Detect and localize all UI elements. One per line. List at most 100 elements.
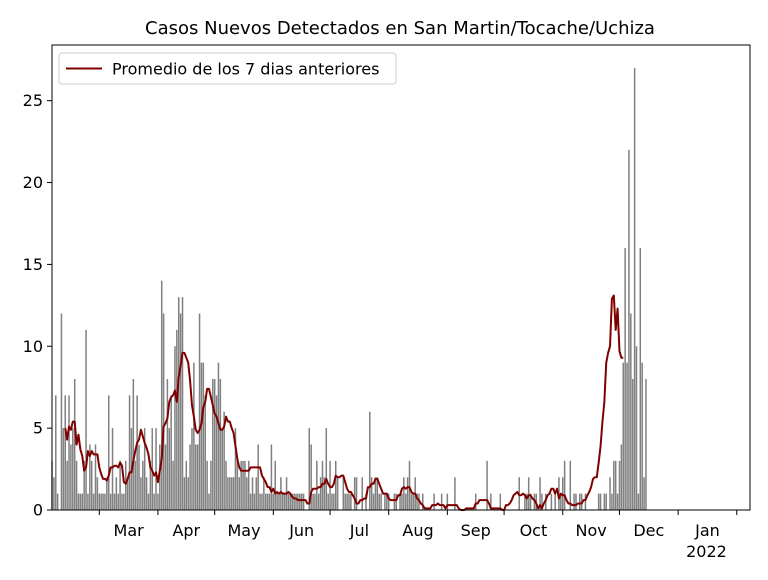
bar: [635, 346, 638, 510]
bar: [561, 477, 564, 510]
bar: [280, 477, 282, 510]
legend: Promedio de los 7 dias anteriores: [58, 52, 397, 85]
bar: [196, 444, 199, 510]
bar: [119, 460, 121, 510]
bar: [89, 444, 91, 510]
bar: [633, 67, 636, 511]
bar: [123, 493, 125, 510]
bar: [115, 477, 118, 510]
bar: [387, 493, 390, 510]
bar: [410, 493, 413, 510]
bar: [639, 248, 642, 510]
bar: [372, 493, 375, 510]
bar: [157, 493, 159, 510]
bar: [573, 493, 575, 510]
bar: [81, 493, 84, 510]
bar: [121, 493, 123, 510]
x-tick-label: Oct: [520, 521, 548, 540]
bar: [550, 493, 553, 510]
bar: [446, 493, 449, 510]
bar: [125, 460, 127, 510]
x-tick-label: Nov: [575, 521, 606, 540]
bar: [246, 477, 248, 510]
bar: [403, 477, 405, 510]
bar: [253, 493, 256, 510]
bar: [229, 477, 231, 510]
bar: [291, 493, 293, 510]
bar: [412, 493, 415, 510]
x-tick-label: Jul: [349, 521, 369, 540]
bar: [172, 460, 174, 510]
bar: [300, 493, 303, 510]
bar: [605, 493, 607, 510]
bar: [73, 379, 76, 510]
bar: [94, 444, 97, 510]
bar: [145, 477, 148, 510]
bar: [136, 395, 138, 510]
bar: [68, 395, 70, 510]
bar: [155, 428, 157, 510]
bar: [408, 460, 411, 510]
bar: [170, 395, 172, 510]
bar: [102, 493, 104, 510]
moving-average-layer: [64, 294, 624, 511]
x-year-label: 2022: [686, 542, 727, 561]
bar: [96, 477, 99, 510]
bar: [70, 444, 72, 510]
bar: [560, 493, 562, 510]
bar: [198, 313, 201, 510]
bar: [399, 493, 401, 510]
x-tick-label: Mar: [114, 521, 145, 540]
bar: [274, 460, 276, 510]
bar: [185, 460, 188, 510]
bar: [206, 460, 208, 510]
bar: [614, 460, 617, 510]
bar: [113, 493, 116, 510]
bar: [142, 460, 144, 510]
bar: [628, 149, 630, 511]
bar: [255, 477, 258, 510]
bar: [60, 313, 63, 510]
bar: [297, 493, 299, 510]
bar: [597, 493, 600, 510]
bar: [287, 493, 290, 510]
bar: [234, 428, 237, 510]
bar: [219, 379, 222, 510]
bars-layer: [51, 67, 647, 511]
bar: [609, 477, 611, 510]
bar: [316, 460, 318, 510]
bar: [323, 477, 326, 510]
bar: [440, 493, 443, 510]
bar: [153, 493, 155, 510]
bar: [474, 493, 477, 510]
bar: [202, 362, 205, 510]
bar: [327, 493, 329, 510]
bar: [160, 280, 163, 510]
bar: [486, 460, 488, 510]
x-tick-label: Apr: [172, 521, 200, 540]
bar: [282, 493, 284, 510]
bar: [631, 379, 634, 510]
bar: [242, 460, 244, 510]
bar: [176, 329, 178, 510]
bar: [191, 428, 193, 510]
bar: [384, 493, 386, 510]
bar: [302, 493, 305, 510]
bar: [554, 493, 556, 510]
bar: [177, 297, 180, 510]
bar: [268, 493, 271, 510]
bar: [355, 477, 358, 510]
bar: [128, 395, 131, 510]
bar: [295, 493, 297, 510]
bar: [247, 460, 250, 510]
bar: [261, 493, 263, 510]
y-tick-label: 5: [33, 419, 43, 438]
bar: [55, 395, 57, 510]
bar: [266, 493, 269, 510]
bar: [270, 444, 273, 510]
bar: [217, 362, 220, 510]
bar: [117, 493, 119, 510]
bar: [62, 428, 65, 510]
bar: [56, 493, 59, 510]
bar: [539, 477, 541, 510]
